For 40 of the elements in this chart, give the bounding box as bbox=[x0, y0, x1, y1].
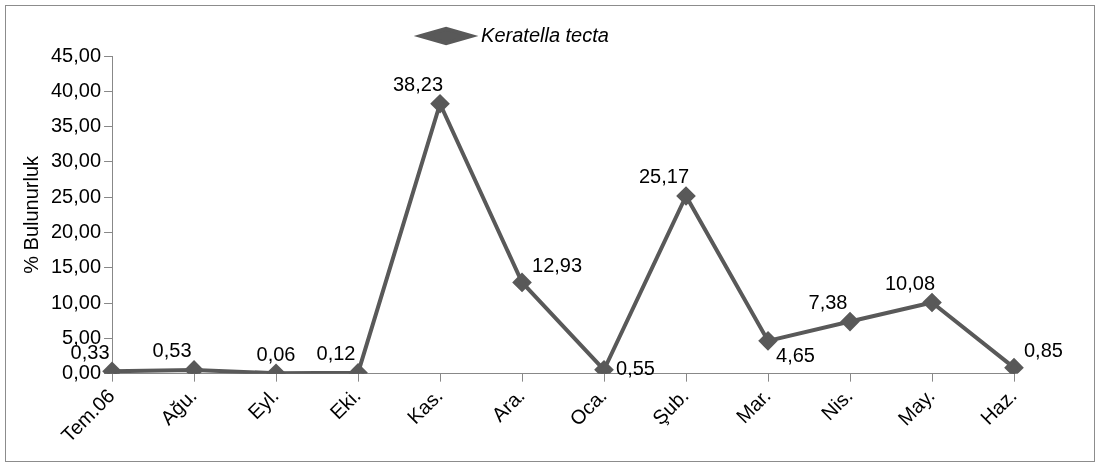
data-label: 0,53 bbox=[152, 339, 192, 362]
x-tick-label: Oca. bbox=[565, 384, 611, 430]
data-label: 12,93 bbox=[532, 253, 583, 276]
x-tick-label: Eyl. bbox=[243, 384, 283, 424]
point bbox=[185, 360, 204, 374]
y-tick-label: 35,00 bbox=[50, 114, 102, 137]
point bbox=[1005, 358, 1023, 374]
data-label: 25,17 bbox=[638, 165, 690, 188]
x-tick-label: Mar. bbox=[731, 384, 775, 428]
y-axis-title: % Bulunurluk bbox=[19, 154, 42, 274]
y-tick-label: 25,00 bbox=[50, 184, 102, 207]
y-tick-label: 15,00 bbox=[50, 255, 102, 278]
x-tick-label: Ara. bbox=[487, 384, 529, 426]
x-tick-label: Haz. bbox=[976, 384, 1021, 429]
data-label: 0,85 bbox=[1024, 339, 1063, 362]
x-tick-label: Şub. bbox=[648, 384, 693, 429]
x-tick-label: Nis. bbox=[816, 384, 857, 425]
y-tick-label: 45,00 bbox=[50, 43, 102, 66]
x-tick-label: Eki. bbox=[325, 384, 365, 424]
y-tick-label: 30,00 bbox=[50, 149, 102, 172]
y-tick-label: 40,00 bbox=[50, 78, 102, 101]
data-label: 0,55 bbox=[616, 357, 655, 380]
y-tick-label: 10,00 bbox=[50, 290, 102, 313]
x-tick-label: Kas. bbox=[402, 384, 447, 429]
point bbox=[595, 360, 614, 374]
point bbox=[923, 293, 941, 312]
data-label: 38,23 bbox=[393, 73, 444, 96]
x-tick-label: Ağu. bbox=[156, 384, 201, 429]
point bbox=[513, 273, 532, 292]
point bbox=[431, 94, 450, 113]
data-label: 0,06 bbox=[256, 342, 296, 365]
data-label: 4,65 bbox=[776, 344, 815, 367]
legend-label: Keratella tecta bbox=[481, 23, 609, 46]
x-tick-label: May. bbox=[893, 384, 939, 430]
y-tick-label: 0,00 bbox=[62, 361, 102, 384]
y-tick-label: 20,00 bbox=[50, 219, 102, 242]
data-label: 10,08 bbox=[884, 272, 936, 295]
point bbox=[677, 186, 696, 205]
data-label: 0,12 bbox=[316, 342, 356, 365]
data-label: 7,38 bbox=[808, 291, 848, 314]
